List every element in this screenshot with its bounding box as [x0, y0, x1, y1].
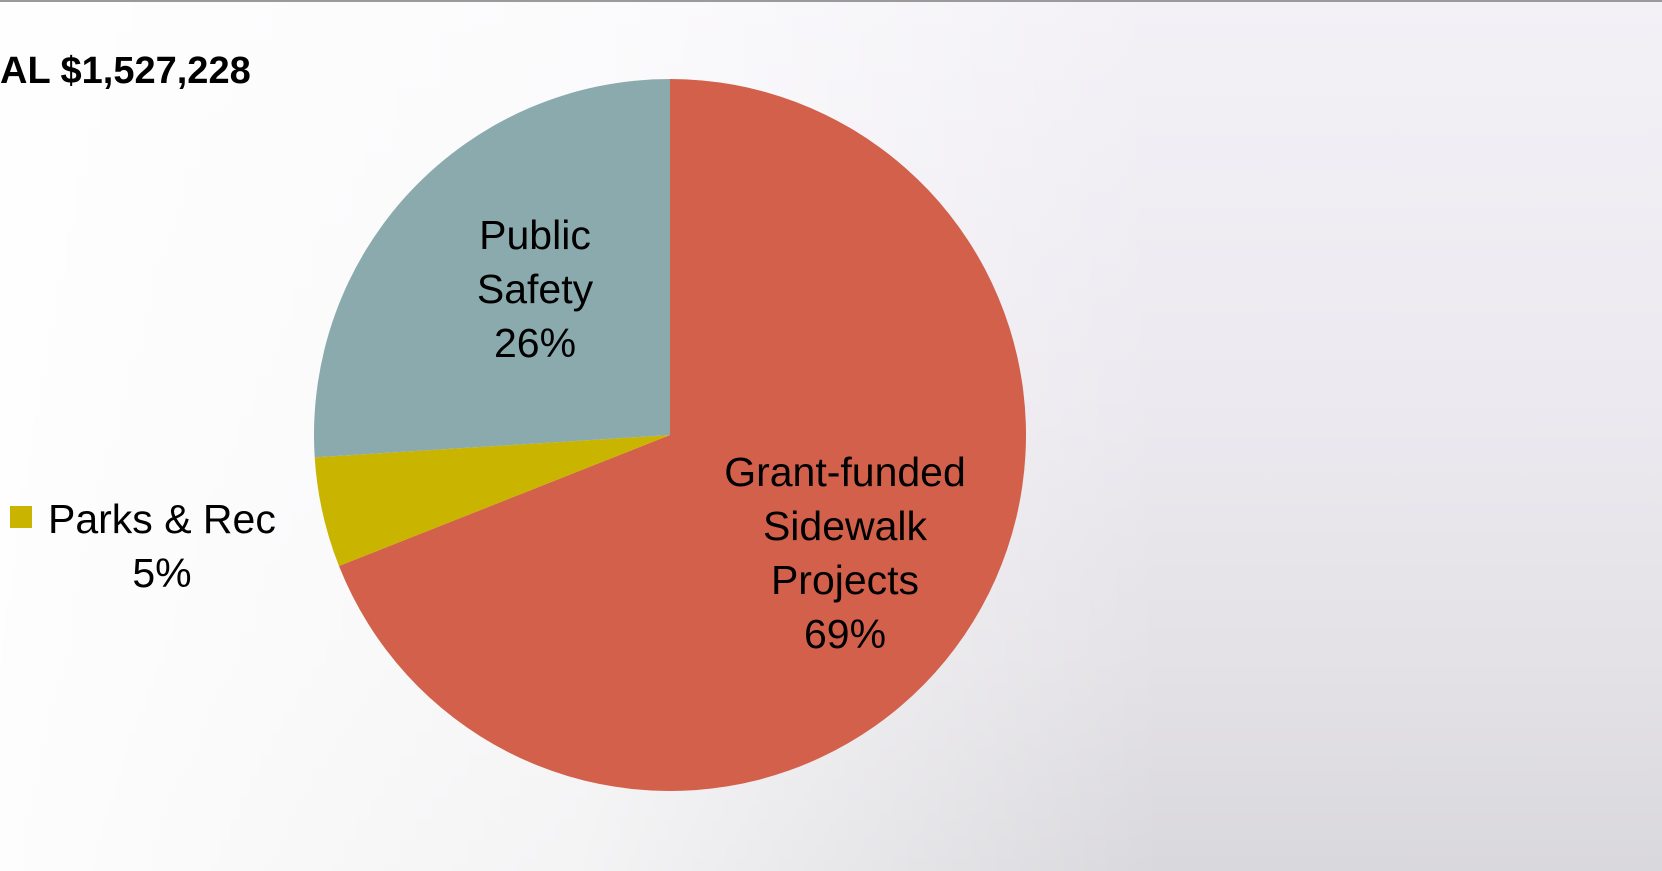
slice-label: Public Safety [476, 212, 594, 312]
legend-swatch [10, 506, 32, 528]
pie-slice [338, 79, 1026, 791]
pie-slice [314, 435, 670, 567]
slice-label: Grant-funded Sidewalk Projects [724, 449, 966, 603]
slice-value: 26% [493, 320, 577, 366]
legend-label: Parks & Rec [48, 496, 276, 542]
top-rule [0, 0, 1662, 2]
chart-title: AL $1,527,228 [0, 50, 251, 92]
slice-value: 5% [132, 550, 192, 596]
slice-value: 69% [803, 611, 887, 657]
pie-slice [314, 79, 670, 458]
